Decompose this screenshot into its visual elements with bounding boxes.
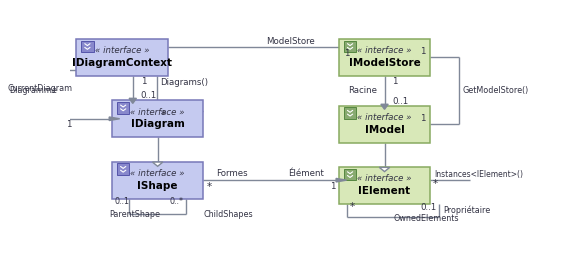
Text: Instances<IElement>(): Instances<IElement>() bbox=[434, 170, 523, 179]
FancyBboxPatch shape bbox=[344, 40, 356, 52]
Text: 0..1: 0..1 bbox=[141, 91, 157, 100]
Text: 0..1: 0..1 bbox=[421, 203, 437, 212]
FancyBboxPatch shape bbox=[339, 39, 430, 76]
Text: OwnedElements: OwnedElements bbox=[393, 214, 459, 223]
Polygon shape bbox=[381, 104, 388, 109]
Text: « interface »: « interface » bbox=[131, 108, 185, 117]
Text: « interface »: « interface » bbox=[358, 113, 412, 122]
Text: 0..*: 0..* bbox=[170, 197, 184, 206]
Text: Élément: Élément bbox=[288, 169, 324, 178]
Text: IShape: IShape bbox=[137, 181, 178, 191]
Text: « interface »: « interface » bbox=[131, 169, 185, 178]
FancyBboxPatch shape bbox=[117, 102, 129, 114]
FancyBboxPatch shape bbox=[76, 39, 168, 76]
Text: *: * bbox=[350, 202, 355, 212]
Polygon shape bbox=[153, 162, 163, 166]
FancyBboxPatch shape bbox=[112, 162, 203, 199]
Text: 1: 1 bbox=[344, 49, 350, 58]
Text: Formes: Formes bbox=[216, 169, 247, 178]
Text: GetModelStore(): GetModelStore() bbox=[462, 86, 529, 95]
Text: Diagrams(): Diagrams() bbox=[160, 78, 208, 87]
Text: IElement: IElement bbox=[359, 186, 410, 196]
Text: « interface »: « interface » bbox=[95, 46, 149, 55]
Text: *: * bbox=[160, 110, 166, 120]
FancyBboxPatch shape bbox=[344, 169, 356, 180]
FancyBboxPatch shape bbox=[339, 106, 430, 142]
Polygon shape bbox=[129, 98, 136, 103]
FancyBboxPatch shape bbox=[112, 100, 203, 137]
Text: IModelStore: IModelStore bbox=[348, 58, 421, 68]
Text: « interface »: « interface » bbox=[358, 174, 412, 183]
Text: Racine: Racine bbox=[348, 86, 377, 95]
FancyBboxPatch shape bbox=[339, 167, 430, 204]
Text: 1: 1 bbox=[421, 47, 426, 56]
Text: Diagramme: Diagramme bbox=[10, 86, 57, 95]
Text: 1: 1 bbox=[66, 120, 72, 129]
Polygon shape bbox=[109, 117, 120, 120]
Text: ChildShapes: ChildShapes bbox=[203, 210, 253, 219]
Text: IModel: IModel bbox=[365, 125, 404, 134]
FancyBboxPatch shape bbox=[344, 107, 356, 119]
Text: *: * bbox=[207, 182, 212, 191]
Text: « interface »: « interface » bbox=[358, 46, 412, 55]
Text: ParentShape: ParentShape bbox=[110, 210, 160, 219]
FancyBboxPatch shape bbox=[117, 163, 129, 175]
Polygon shape bbox=[336, 178, 347, 182]
Text: ModelStore: ModelStore bbox=[266, 37, 315, 46]
Text: CurrentDiagram: CurrentDiagram bbox=[7, 84, 73, 93]
Text: Propriétaire: Propriétaire bbox=[444, 206, 491, 215]
FancyBboxPatch shape bbox=[81, 40, 93, 52]
Text: 0..1: 0..1 bbox=[392, 97, 409, 106]
Text: *: * bbox=[432, 179, 437, 189]
Text: 1: 1 bbox=[421, 114, 426, 123]
Text: IDiagram: IDiagram bbox=[131, 119, 185, 129]
Text: 1: 1 bbox=[330, 182, 335, 191]
Text: 0..1: 0..1 bbox=[114, 197, 129, 206]
Text: 1: 1 bbox=[141, 77, 146, 86]
Text: IDiagramContext: IDiagramContext bbox=[72, 58, 172, 68]
Text: 1: 1 bbox=[392, 77, 398, 86]
Polygon shape bbox=[379, 167, 390, 172]
